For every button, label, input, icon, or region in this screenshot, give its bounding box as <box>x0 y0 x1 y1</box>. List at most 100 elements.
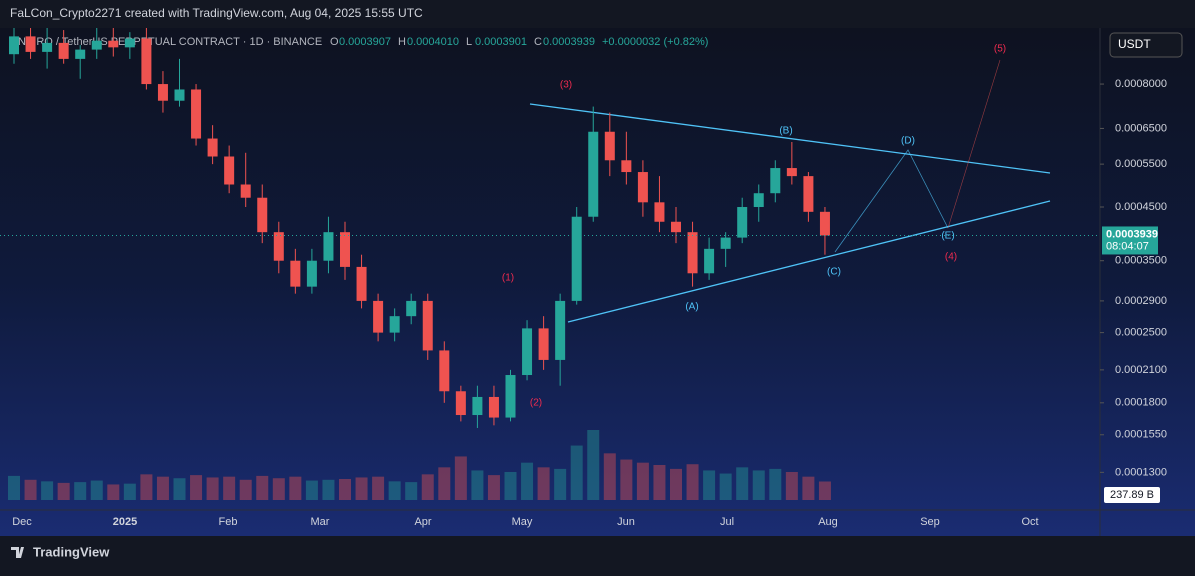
x-tick-label: Dec <box>12 516 32 528</box>
y-tick-label: 0.0006500 <box>1115 122 1167 134</box>
volume-bar <box>256 475 269 500</box>
candle-body <box>753 193 764 208</box>
volume-bar <box>57 482 70 500</box>
candle-body <box>687 232 698 274</box>
wave-label: (3) <box>560 80 572 91</box>
candle-body <box>604 131 615 161</box>
candle-body <box>224 156 235 185</box>
volume-bar <box>653 465 666 500</box>
candle-body <box>91 40 102 50</box>
candle-body <box>803 176 814 212</box>
candle-body <box>621 160 632 173</box>
candle-body <box>141 38 152 85</box>
volume-label: 237.89 B <box>1110 489 1154 501</box>
volume-bar <box>24 479 37 500</box>
x-tick-label: Mar <box>311 516 330 528</box>
volume-bar <box>603 453 616 500</box>
volume-bar <box>587 430 600 500</box>
wave-label: (1) <box>502 273 514 284</box>
candle-body <box>505 375 516 418</box>
candle-body <box>555 300 566 360</box>
candle-body <box>306 260 317 287</box>
y-tick-label: 0.0001300 <box>1115 466 1167 478</box>
volume-bar <box>322 479 335 500</box>
y-tick-label: 0.0001550 <box>1115 429 1167 441</box>
wave-label: (B) <box>779 126 792 137</box>
x-tick-label: Sep <box>920 516 940 528</box>
volume-bar <box>636 462 649 500</box>
currency[interactable]: USDT <box>1118 37 1151 51</box>
upper-trendline <box>529 103 1051 174</box>
y-tick-label: 0.0004500 <box>1115 201 1167 213</box>
volume-bar <box>769 468 782 500</box>
candle-body <box>389 316 400 333</box>
brand-logo <box>11 547 24 558</box>
candle-body <box>157 84 168 101</box>
volume-bar <box>156 476 169 500</box>
candle-body <box>472 396 483 416</box>
y-tick-label: 0.0008000 <box>1115 78 1167 90</box>
volume-bar <box>487 475 500 500</box>
attribution: FaLCon_Crypto2271 created with TradingVi… <box>10 6 423 20</box>
candle-body <box>174 89 185 101</box>
volume-bar <box>802 476 815 500</box>
candle-body <box>737 207 748 238</box>
volume-bar <box>686 464 699 500</box>
candle-body <box>290 260 301 287</box>
volume-bar <box>570 445 583 500</box>
volume-bar <box>752 470 765 500</box>
candle-body <box>439 350 450 392</box>
volume-bar <box>554 468 567 500</box>
x-tick-label: Aug <box>818 516 838 528</box>
lower-trendline <box>567 200 1051 323</box>
y-tick-label: 0.0002100 <box>1115 364 1167 376</box>
ohlc-label: C <box>534 36 542 48</box>
volume-bar <box>355 477 368 500</box>
candle-body <box>819 211 830 236</box>
candle-body <box>671 221 681 233</box>
wave-label: (A) <box>685 302 698 313</box>
candle-body <box>273 232 284 261</box>
candle-body <box>108 40 119 48</box>
volume-bar <box>190 475 203 500</box>
wave-label: (E) <box>941 231 954 242</box>
volume-tag <box>1104 487 1160 503</box>
x-tick-label: 2025 <box>113 516 137 528</box>
volume-bar <box>438 467 451 500</box>
x-tick-label: Jun <box>617 516 635 528</box>
candle-body <box>257 197 268 233</box>
volume-bar <box>123 483 136 500</box>
candle-body <box>340 232 350 267</box>
candle-body <box>522 328 533 376</box>
volume-bar <box>289 476 302 500</box>
volume-bar <box>90 480 103 500</box>
wave-label: (D) <box>901 136 915 147</box>
volume-bar <box>140 474 153 500</box>
volume-bar <box>223 476 236 500</box>
volume-bar <box>272 478 285 500</box>
candle-body <box>9 36 19 55</box>
ohlc-label: O <box>330 36 339 48</box>
candle-body <box>356 266 367 301</box>
x-tick-label: Apr <box>414 516 431 528</box>
candle-body <box>75 49 86 59</box>
volume-bar <box>107 484 120 500</box>
projection-path <box>947 59 1001 229</box>
candle-body <box>538 328 549 360</box>
candle-body <box>588 131 599 217</box>
candle-body <box>488 396 499 418</box>
volume-bar <box>206 477 219 500</box>
currency-box[interactable] <box>1109 32 1183 58</box>
candle-body <box>25 36 36 52</box>
x-tick-label: Jul <box>720 516 734 528</box>
price-label: 0.0003939 <box>1106 228 1158 240</box>
change: +0.0000032 (+0.82%) <box>602 36 708 48</box>
candle-body <box>207 138 218 157</box>
trend-lines <box>529 59 1051 323</box>
volume-bar <box>305 480 318 500</box>
wave-label: (C) <box>827 267 841 278</box>
price-tag <box>1102 226 1158 255</box>
candle-body <box>373 300 384 333</box>
wave-label: (4) <box>945 252 957 263</box>
